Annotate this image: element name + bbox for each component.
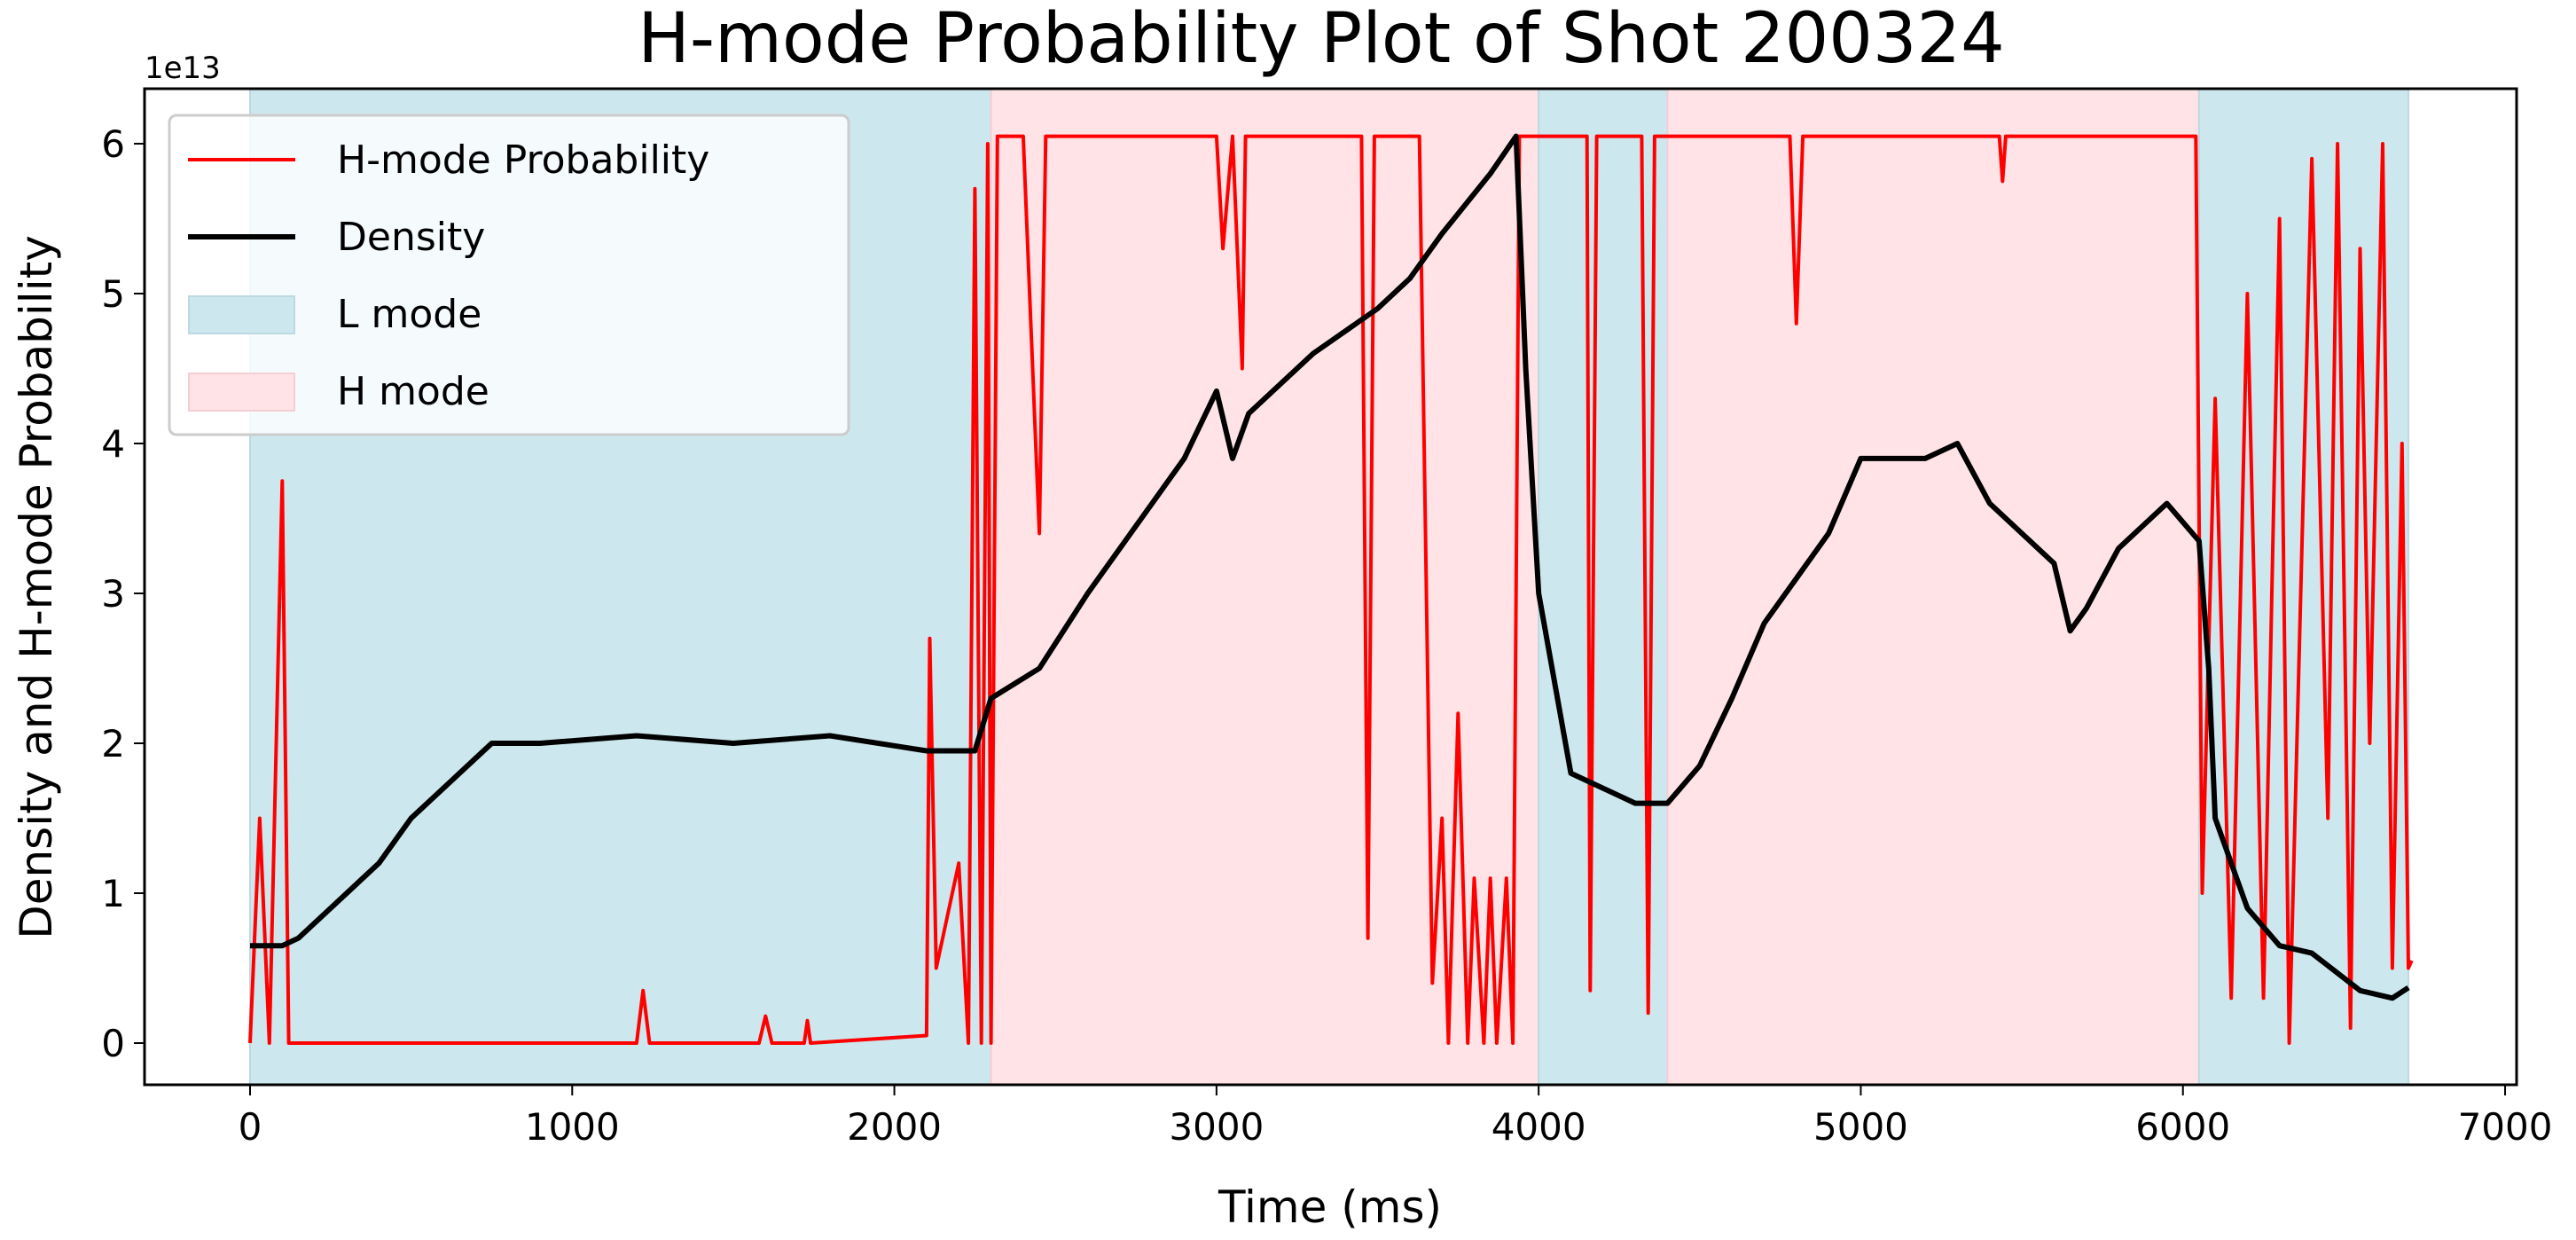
x-tick-label: 4000 — [1492, 1105, 1586, 1149]
y-tick-label: 5 — [101, 272, 125, 316]
legend-label: Density — [337, 215, 485, 260]
y-tick-label: 6 — [101, 122, 125, 166]
x-axis-label: Time (ms) — [1218, 1181, 1442, 1233]
x-tick-label: 7000 — [2458, 1105, 2553, 1149]
chart-title: H-mode Probability Plot of Shot 200324 — [638, 0, 2005, 79]
x-tick-label: 1000 — [525, 1105, 620, 1149]
y-ticks: 0 1 2 3 4 5 6 — [101, 122, 145, 1065]
legend-label: H-mode Probability — [337, 137, 709, 183]
h-mode-probability-line — [248, 134, 2414, 1045]
x-ticks: 0 1000 2000 3000 4000 5000 6000 7000 — [239, 1085, 2553, 1149]
legend: H-mode Probability Density L mode H mode — [168, 114, 850, 436]
legend-box — [168, 114, 850, 436]
region-h-mode — [990, 88, 1540, 1086]
y-tick-label: 3 — [101, 572, 125, 616]
region-h-mode — [1666, 88, 2200, 1086]
y-axis-label: Density and H-mode Probability — [11, 235, 62, 939]
legend-label: H mode — [337, 369, 489, 414]
x-tick-label: 5000 — [1813, 1105, 1908, 1149]
legend-label: L mode — [337, 292, 482, 337]
y-tick-label: 1 — [101, 872, 125, 915]
x-tick-label: 3000 — [1169, 1105, 1264, 1149]
x-tick-label: 6000 — [2135, 1105, 2230, 1149]
density-line — [250, 133, 2410, 1001]
legend-l-mode-swatch — [188, 295, 295, 334]
plot-frame — [143, 87, 2518, 1087]
x-tick-label: 0 — [239, 1105, 262, 1149]
legend-h-mode-swatch — [188, 373, 295, 412]
series-lines — [248, 133, 2414, 1045]
y-offset-label: 1e13 — [145, 51, 221, 86]
y-tick-label: 4 — [101, 422, 125, 466]
x-tick-label: 2000 — [847, 1105, 942, 1149]
y-tick-label: 0 — [101, 1022, 125, 1065]
y-tick-label: 2 — [101, 722, 125, 765]
